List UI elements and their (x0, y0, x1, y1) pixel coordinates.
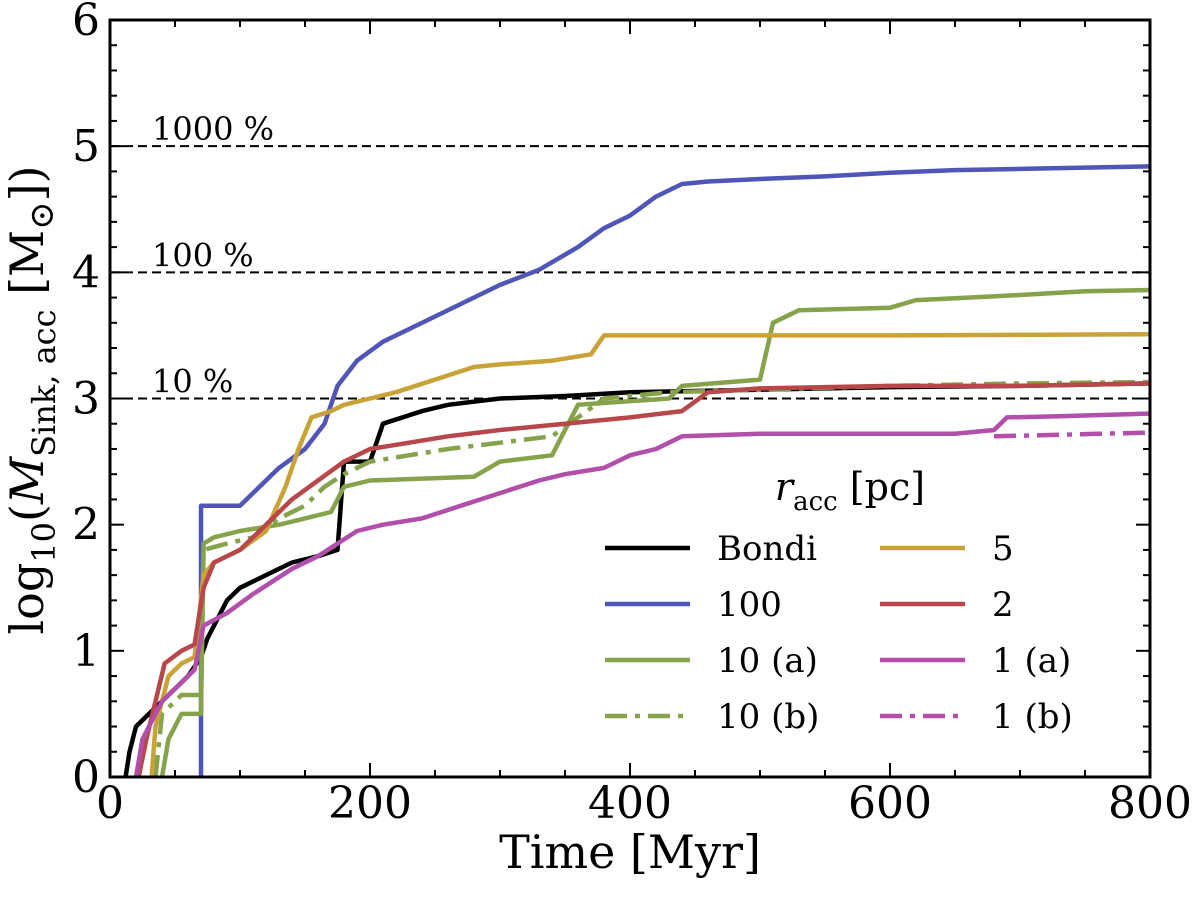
axis-ticks (109, 19, 1151, 778)
legend-label: 1 (a) (992, 641, 1071, 681)
y-label-m-sub: Sink, acc (25, 310, 63, 457)
legend-label: 10 (b) (717, 697, 819, 737)
series-line (993, 430, 1150, 439)
x-tick-labels: 0 200 400 600 800 (96, 778, 1192, 829)
y-tick-label: 2 (72, 500, 100, 551)
legend-title-r: r (775, 465, 796, 509)
series-line (198, 164, 1150, 777)
reference-line-label: 10 % (152, 363, 233, 401)
series-line (159, 287, 1150, 777)
x-tick-label: 800 (1108, 778, 1192, 829)
y-axis-label: log10(MSink, acc [M⊙]) (0, 165, 63, 634)
legend-label: 100 (717, 585, 782, 625)
y-label-log-sub: 10 (25, 522, 63, 563)
x-tick-label: 0 (96, 778, 124, 829)
legend-label: 5 (992, 529, 1014, 569)
legend-label: 1 (b) (992, 697, 1073, 737)
y-label-unit: [M (0, 230, 54, 310)
y-tick-labels: 0 1 2 3 4 5 6 (72, 0, 100, 803)
y-tick-label: 0 (72, 752, 100, 803)
reference-lines (110, 145, 1150, 400)
legend-label: Bondi (717, 529, 817, 569)
y-tick-label: 3 (72, 374, 100, 425)
reference-line-label: 100 % (152, 236, 254, 274)
x-tick-label: 200 (328, 778, 412, 829)
y-label-open: ( (0, 504, 54, 522)
y-tick-label: 4 (72, 247, 100, 298)
y-label-sun: ⊙ (22, 201, 62, 230)
y-label-close: ]) (0, 165, 54, 201)
data-series (123, 164, 1150, 777)
y-label-m: M (0, 455, 54, 505)
legend-title-unit: [pc] (838, 465, 925, 509)
y-label-log: log (0, 563, 54, 635)
legend-label: 2 (992, 585, 1014, 625)
reference-line-label: 1000 % (152, 110, 274, 148)
x-axis-label: Time [Myr] (499, 825, 761, 879)
y-tick-label: 1 (72, 626, 100, 677)
legend-label: 10 (a) (717, 641, 818, 681)
series-line (136, 381, 1150, 777)
x-tick-label: 600 (848, 778, 932, 829)
legend-title: racc [pc] (775, 465, 925, 517)
legend-title-sub: acc (793, 487, 838, 517)
reference-line-labels: 10 % 100 % 1000 % (152, 110, 274, 400)
series-line (149, 331, 1150, 777)
y-tick-label: 6 (72, 0, 100, 46)
x-tick-label: 400 (588, 778, 672, 829)
y-tick-label: 5 (72, 121, 100, 172)
series-line (133, 411, 1150, 777)
legend: racc [pc] Bondi 100 10 (a) 10 (b) 5 2 1 (a) 1 (… (605, 465, 1073, 737)
